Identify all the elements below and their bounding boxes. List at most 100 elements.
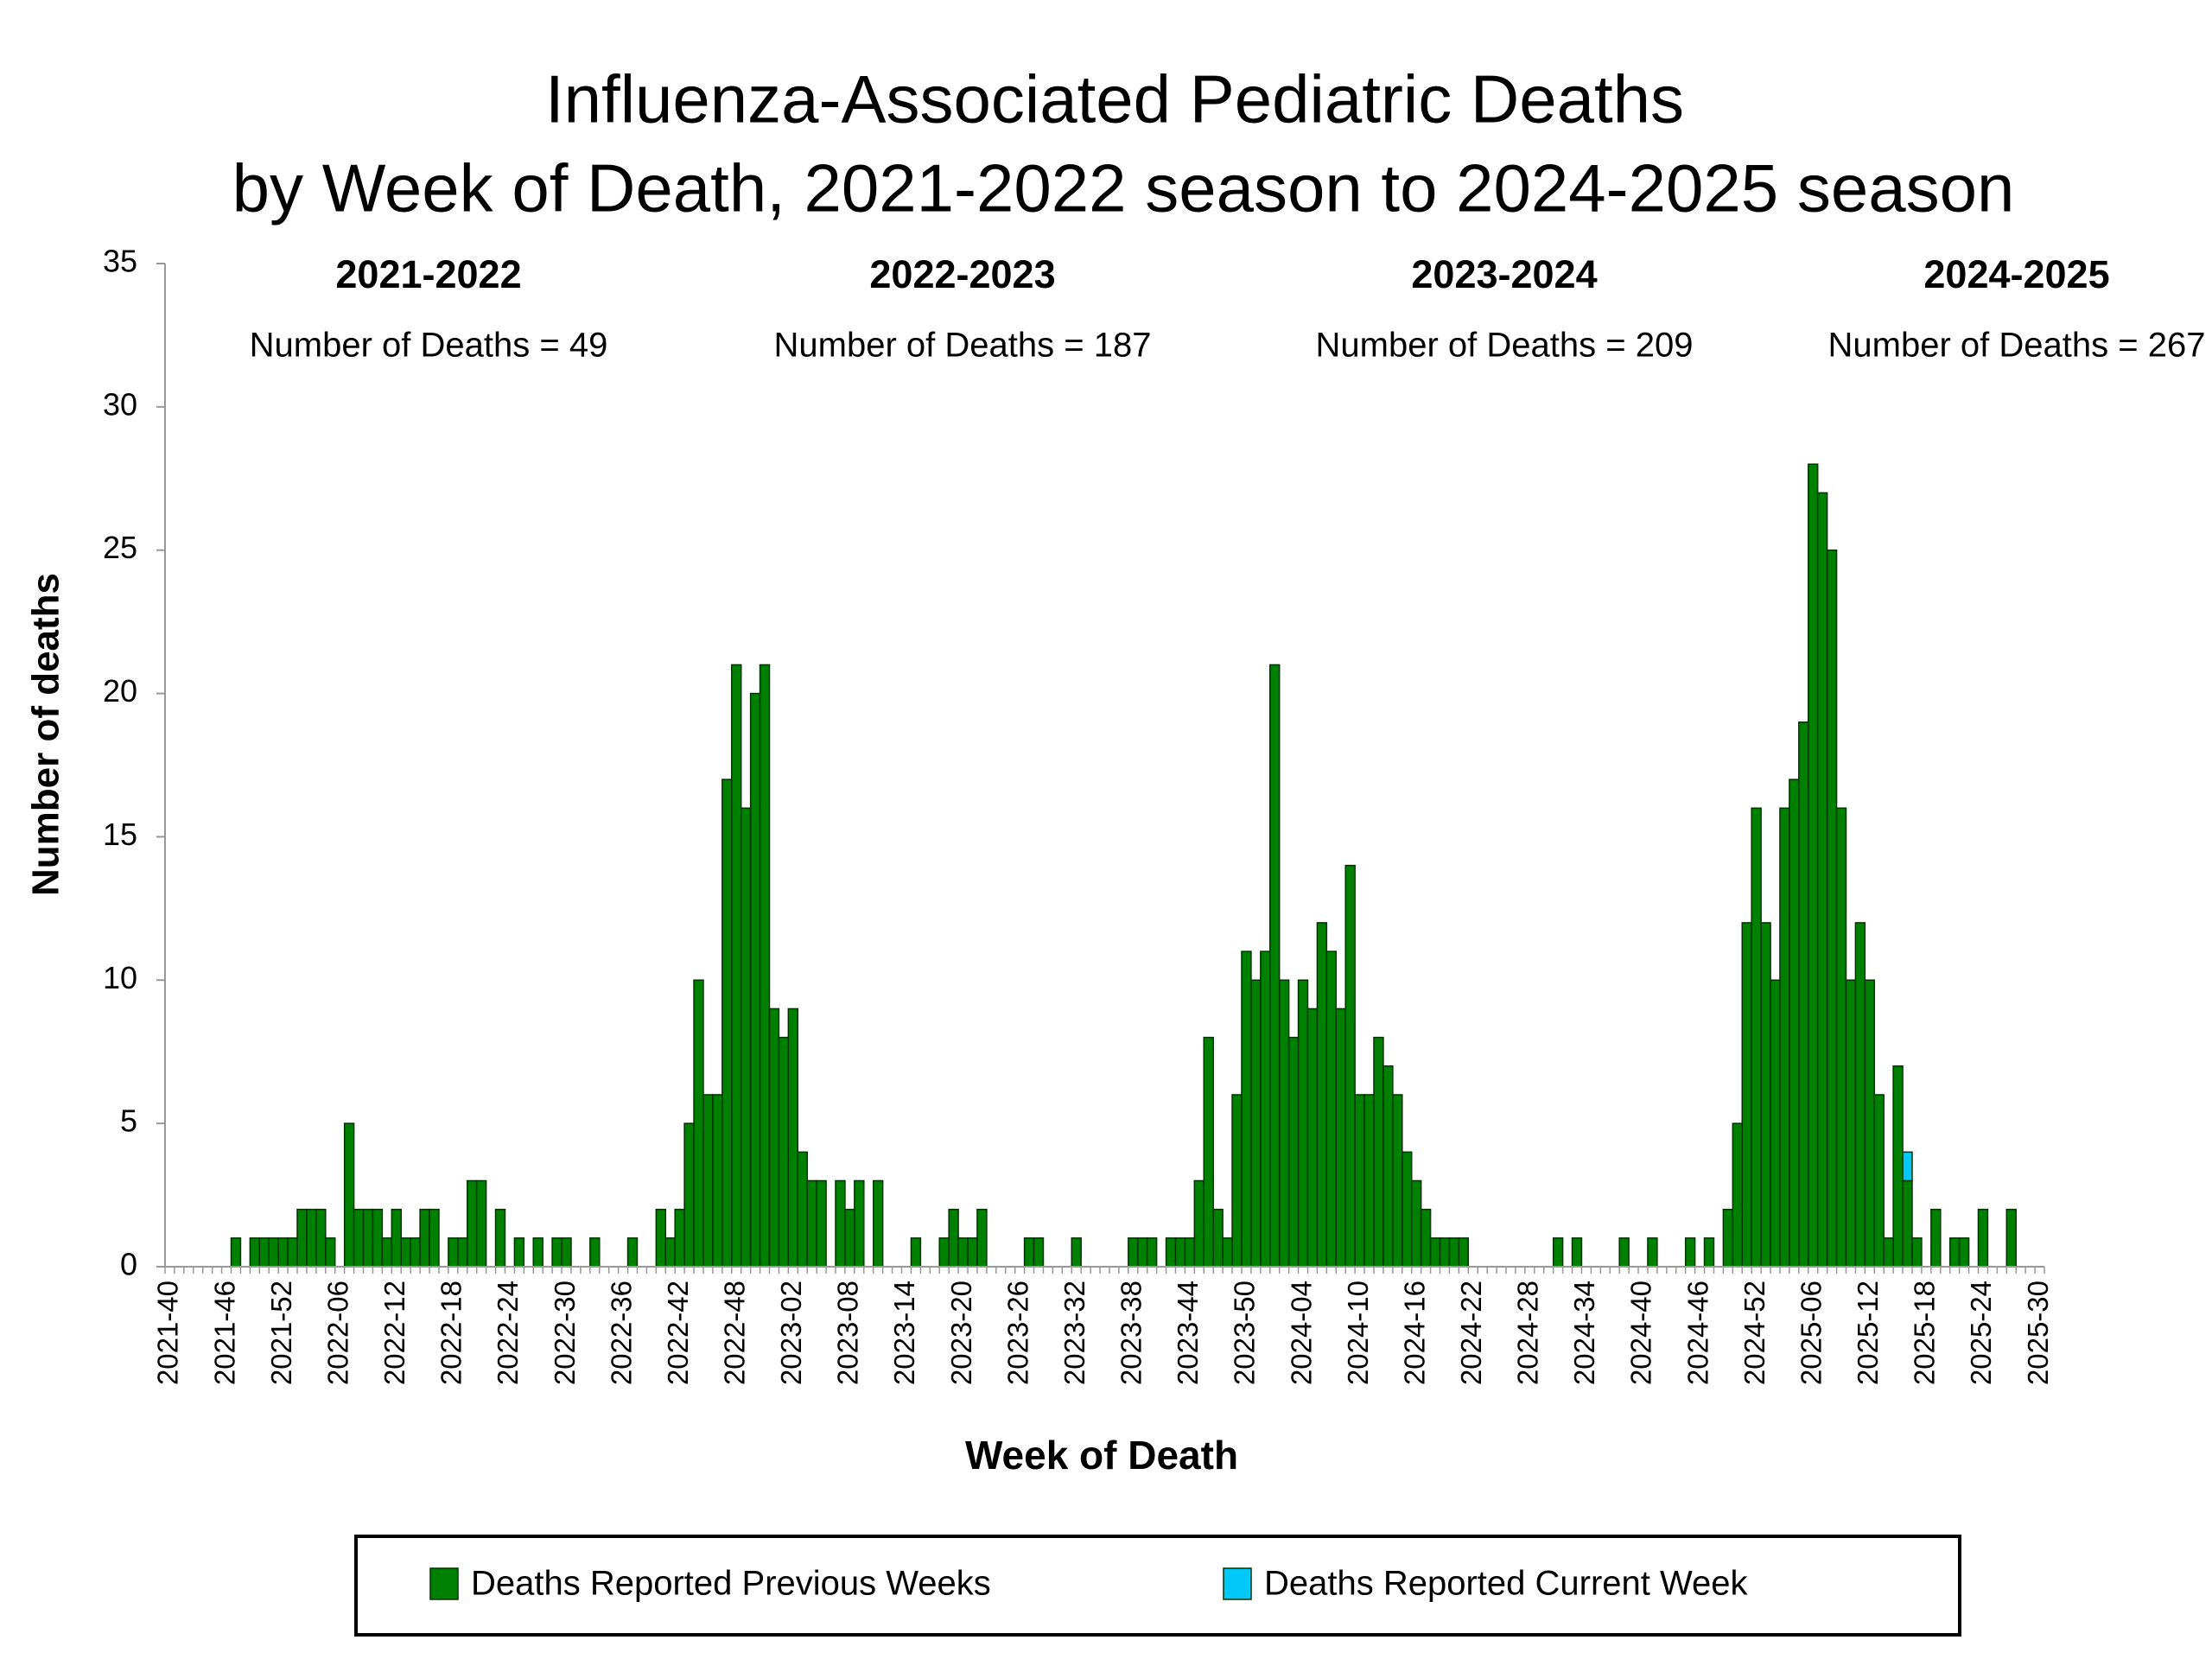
bar xyxy=(1420,1208,1432,1268)
bar xyxy=(1250,979,1262,1268)
bar xyxy=(1930,1208,1942,1268)
bar xyxy=(391,1208,402,1268)
bar xyxy=(1402,1151,1413,1268)
bar xyxy=(1306,1007,1319,1268)
y-tick-label: 15 xyxy=(103,817,137,852)
bar xyxy=(910,1237,922,1268)
x-tick-label: 2022-18 xyxy=(435,1281,467,1385)
bar xyxy=(400,1237,411,1268)
bar xyxy=(835,1179,846,1268)
bar xyxy=(1392,1094,1403,1268)
bar xyxy=(1911,1237,1923,1268)
bar xyxy=(1552,1237,1564,1268)
bar xyxy=(1363,1094,1375,1268)
x-tick-label: 2023-50 xyxy=(1229,1281,1261,1385)
x-tick-label: 2024-22 xyxy=(1455,1281,1487,1385)
x-tick-label: 2023-26 xyxy=(1001,1281,1033,1385)
x-tick-label: 2025-18 xyxy=(1909,1281,1941,1385)
bar xyxy=(1297,979,1309,1268)
x-tick-label: 2025-24 xyxy=(1965,1281,1997,1385)
bar xyxy=(513,1237,525,1268)
x-tick-label: 2025-12 xyxy=(1852,1281,1884,1385)
bar xyxy=(353,1208,365,1268)
bar xyxy=(429,1208,440,1268)
bar xyxy=(957,1237,969,1268)
bar xyxy=(626,1237,639,1268)
legend-swatch xyxy=(1223,1567,1252,1600)
bar xyxy=(1193,1179,1205,1268)
bar xyxy=(457,1237,468,1268)
bar xyxy=(1958,1237,1970,1268)
season-title: 2021-2022 xyxy=(335,252,521,296)
bar xyxy=(1174,1237,1186,1268)
bar xyxy=(854,1179,865,1268)
bar xyxy=(1808,463,1819,1268)
legend-label: Deaths Reported Current Week xyxy=(1264,1565,1749,1603)
x-tick-label: 2025-06 xyxy=(1795,1281,1827,1385)
bar xyxy=(1287,1036,1300,1268)
season-count: Number of Deaths = 187 xyxy=(774,327,1152,365)
x-tick-label: 2023-08 xyxy=(832,1281,864,1385)
chart-subtitle: by Week of Death, 2021-2022 season to 20… xyxy=(232,150,2015,226)
bar xyxy=(561,1237,572,1268)
chart-title: Influenza-Associated Pediatric Deaths xyxy=(545,61,1684,137)
bar xyxy=(1854,922,1866,1268)
bar xyxy=(683,1122,695,1268)
bar xyxy=(759,664,771,1268)
bar xyxy=(806,1179,817,1268)
bar xyxy=(230,1237,242,1268)
bar xyxy=(1354,1094,1365,1268)
season-count: Number of Deaths = 49 xyxy=(250,327,608,365)
x-tick-label: 2023-20 xyxy=(945,1281,977,1385)
x-tick-label: 2022-30 xyxy=(549,1281,581,1385)
x-tick-label: 2023-38 xyxy=(1116,1281,1147,1385)
bar xyxy=(816,1179,827,1268)
bar xyxy=(976,1208,988,1268)
bar xyxy=(1845,979,1857,1268)
x-tick-label: 2021-40 xyxy=(152,1281,184,1385)
x-tick-label: 2024-28 xyxy=(1512,1281,1544,1385)
bar xyxy=(1231,1094,1243,1268)
bar xyxy=(768,1007,780,1268)
bar xyxy=(475,1179,487,1268)
bar xyxy=(466,1179,478,1268)
bar xyxy=(1571,1237,1583,1268)
x-tick-label: 2021-46 xyxy=(208,1281,240,1385)
bar xyxy=(1325,950,1338,1268)
bar xyxy=(702,1094,714,1268)
x-tick-label: 2024-10 xyxy=(1342,1281,1374,1385)
bar xyxy=(1864,979,1876,1268)
bar xyxy=(1892,1065,1904,1268)
bar xyxy=(362,1208,374,1268)
bar xyxy=(306,1208,317,1268)
bar xyxy=(749,692,761,1268)
bar xyxy=(1269,664,1281,1268)
x-tick-label: 2024-16 xyxy=(1398,1281,1430,1385)
bar xyxy=(731,664,742,1268)
bar xyxy=(721,779,733,1268)
bar xyxy=(372,1208,384,1268)
bar xyxy=(948,1208,959,1268)
x-tick-label: 2023-14 xyxy=(888,1281,920,1385)
bar xyxy=(693,979,704,1268)
bar xyxy=(938,1237,950,1268)
bar xyxy=(532,1237,543,1268)
bar xyxy=(1023,1237,1035,1268)
bar xyxy=(296,1208,308,1268)
bar xyxy=(740,807,752,1268)
x-tick-label: 2023-32 xyxy=(1058,1281,1090,1385)
legend-label: Deaths Reported Previous Weeks xyxy=(471,1565,991,1603)
bar xyxy=(655,1208,667,1268)
bar xyxy=(2005,1208,2017,1268)
bar xyxy=(1816,492,1828,1268)
bar xyxy=(1684,1237,1696,1268)
bar xyxy=(797,1151,808,1268)
bar xyxy=(277,1237,289,1268)
bar xyxy=(381,1237,393,1268)
bar xyxy=(1760,922,1771,1268)
bar xyxy=(1146,1237,1158,1268)
bar xyxy=(1873,1094,1885,1268)
bar xyxy=(1448,1237,1460,1268)
bar xyxy=(1344,864,1356,1268)
